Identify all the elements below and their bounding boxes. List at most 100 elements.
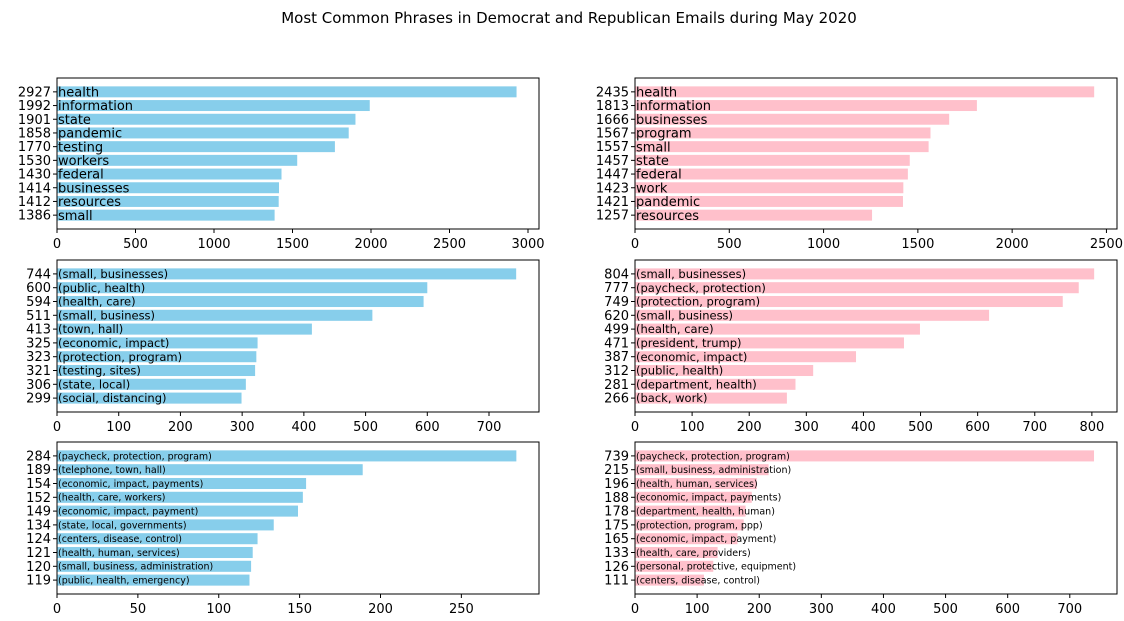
bar-label: resources [58, 195, 121, 210]
bar-label: (economic, impact, payments) [58, 479, 203, 490]
bar [635, 182, 904, 194]
bar [635, 464, 769, 476]
x-tick-label: 700 [1022, 420, 1047, 435]
bar [57, 392, 242, 404]
y-tick-label: 1557 [596, 140, 629, 155]
y-tick-label: 499 [604, 323, 629, 338]
y-tick-label: 387 [604, 350, 629, 365]
axes-frame [56, 259, 540, 413]
bar [57, 378, 246, 390]
figure-title: Most Common Phrases in Democrat and Repu… [281, 9, 857, 27]
x-tick-label: 150 [287, 602, 312, 617]
x-tick-label: 400 [851, 420, 876, 435]
x-tick-label: 0 [53, 602, 61, 617]
x-tick-label: 700 [1057, 602, 1082, 617]
x-tick-label: 0 [631, 602, 639, 617]
x-tick-label: 0 [53, 237, 61, 252]
x-tick-label: 500 [908, 420, 933, 435]
bar-label: (small, businesses) [636, 267, 746, 281]
bar-label: (health, care) [58, 295, 136, 309]
bar-label: (back, work) [636, 391, 707, 405]
bar-label: (protection, program) [58, 350, 182, 364]
bar-label: (economic, impact) [636, 350, 747, 364]
bar [635, 309, 990, 321]
bar-label: (health, human, services) [58, 548, 180, 559]
bar [57, 309, 373, 321]
bar-label: (president, trump) [636, 336, 742, 350]
bar [57, 182, 279, 194]
bar-label: testing [58, 140, 103, 155]
bar [57, 533, 258, 545]
bar-label: (small, business) [636, 308, 733, 322]
bar-label: federal [636, 168, 682, 183]
y-tick-label: 299 [26, 392, 51, 407]
y-tick-label: 739 [604, 449, 629, 464]
bar-label: (economic, impact) [58, 336, 169, 350]
bar-label: (health, human, services) [636, 479, 758, 490]
bar [635, 519, 744, 531]
bar [635, 477, 757, 490]
axes-frame [56, 77, 540, 230]
x-tick-label: 250 [449, 602, 474, 617]
y-tick-label: 413 [26, 323, 51, 338]
x-tick-label: 3000 [511, 237, 544, 252]
subplot-row2-left: (small, businesses) 744 (public, health) 60… [26, 259, 540, 435]
x-tick-label: 300 [230, 420, 255, 435]
x-tick-label: 50 [130, 602, 147, 617]
bar-label: (state, local) [58, 377, 130, 391]
y-tick-label: 126 [604, 560, 629, 575]
x-tick-label: 800 [1079, 420, 1104, 435]
subplot-row1-left: health 2927 information 1992 state 1901 pandem… [18, 77, 545, 252]
bar [635, 86, 1095, 98]
bar-label: (paycheck, protection, program) [636, 451, 790, 462]
bar-label: (personal, protective, equipment) [636, 562, 796, 573]
x-tick-label: 300 [809, 602, 834, 617]
bar [635, 127, 931, 139]
subplots-grid: health 2927 information 1992 state 1901 pandem… [18, 77, 1123, 617]
y-tick-label: 749 [604, 295, 629, 310]
y-tick-label: 165 [604, 532, 629, 547]
bar-label: (small, business, administration) [636, 465, 791, 476]
x-tick-label: 600 [995, 602, 1020, 617]
bar [57, 323, 312, 335]
y-tick-label: 284 [26, 449, 51, 464]
axes-frame [634, 259, 1118, 413]
bar-label: (economic, impact, payment) [636, 534, 776, 545]
x-tick-label: 500 [933, 602, 958, 617]
bar-label: pandemic [58, 127, 122, 142]
bar [635, 351, 857, 363]
y-tick-label: 312 [604, 364, 629, 379]
y-tick-label: 266 [604, 392, 629, 407]
y-tick-label: 178 [604, 505, 629, 520]
bar-label: health [636, 86, 677, 101]
y-tick-label: 777 [604, 281, 629, 296]
y-tick-label: 188 [604, 491, 629, 506]
y-tick-label: 175 [604, 518, 629, 533]
bar-label: businesses [636, 113, 708, 128]
bar [635, 378, 796, 390]
bar-label: (centers, disease, control) [636, 576, 760, 587]
bar [57, 209, 275, 221]
axes-frame [634, 441, 1118, 595]
y-tick-label: 134 [26, 518, 51, 533]
bar-label: work [636, 181, 668, 196]
bar [635, 505, 746, 517]
y-tick-label: 1457 [596, 154, 629, 169]
x-tick-label: 200 [747, 602, 772, 617]
bar-label: (paycheck, protection, program) [58, 451, 212, 462]
bar [635, 323, 920, 335]
bar-label: (social, distancing) [58, 391, 167, 405]
x-tick-label: 400 [291, 420, 316, 435]
bar [635, 546, 718, 559]
x-tick-label: 400 [871, 602, 896, 617]
bar-label: (public, health) [58, 281, 145, 295]
bar [635, 113, 950, 125]
y-tick-label: 1430 [18, 168, 51, 183]
x-tick-label: 300 [794, 420, 819, 435]
x-tick-label: 100 [680, 420, 705, 435]
bar-label: small [58, 209, 93, 224]
bar-label: (small, business) [58, 308, 155, 322]
y-tick-label: 620 [604, 309, 629, 324]
bar [57, 100, 370, 112]
y-tick-label: 1386 [18, 209, 51, 224]
